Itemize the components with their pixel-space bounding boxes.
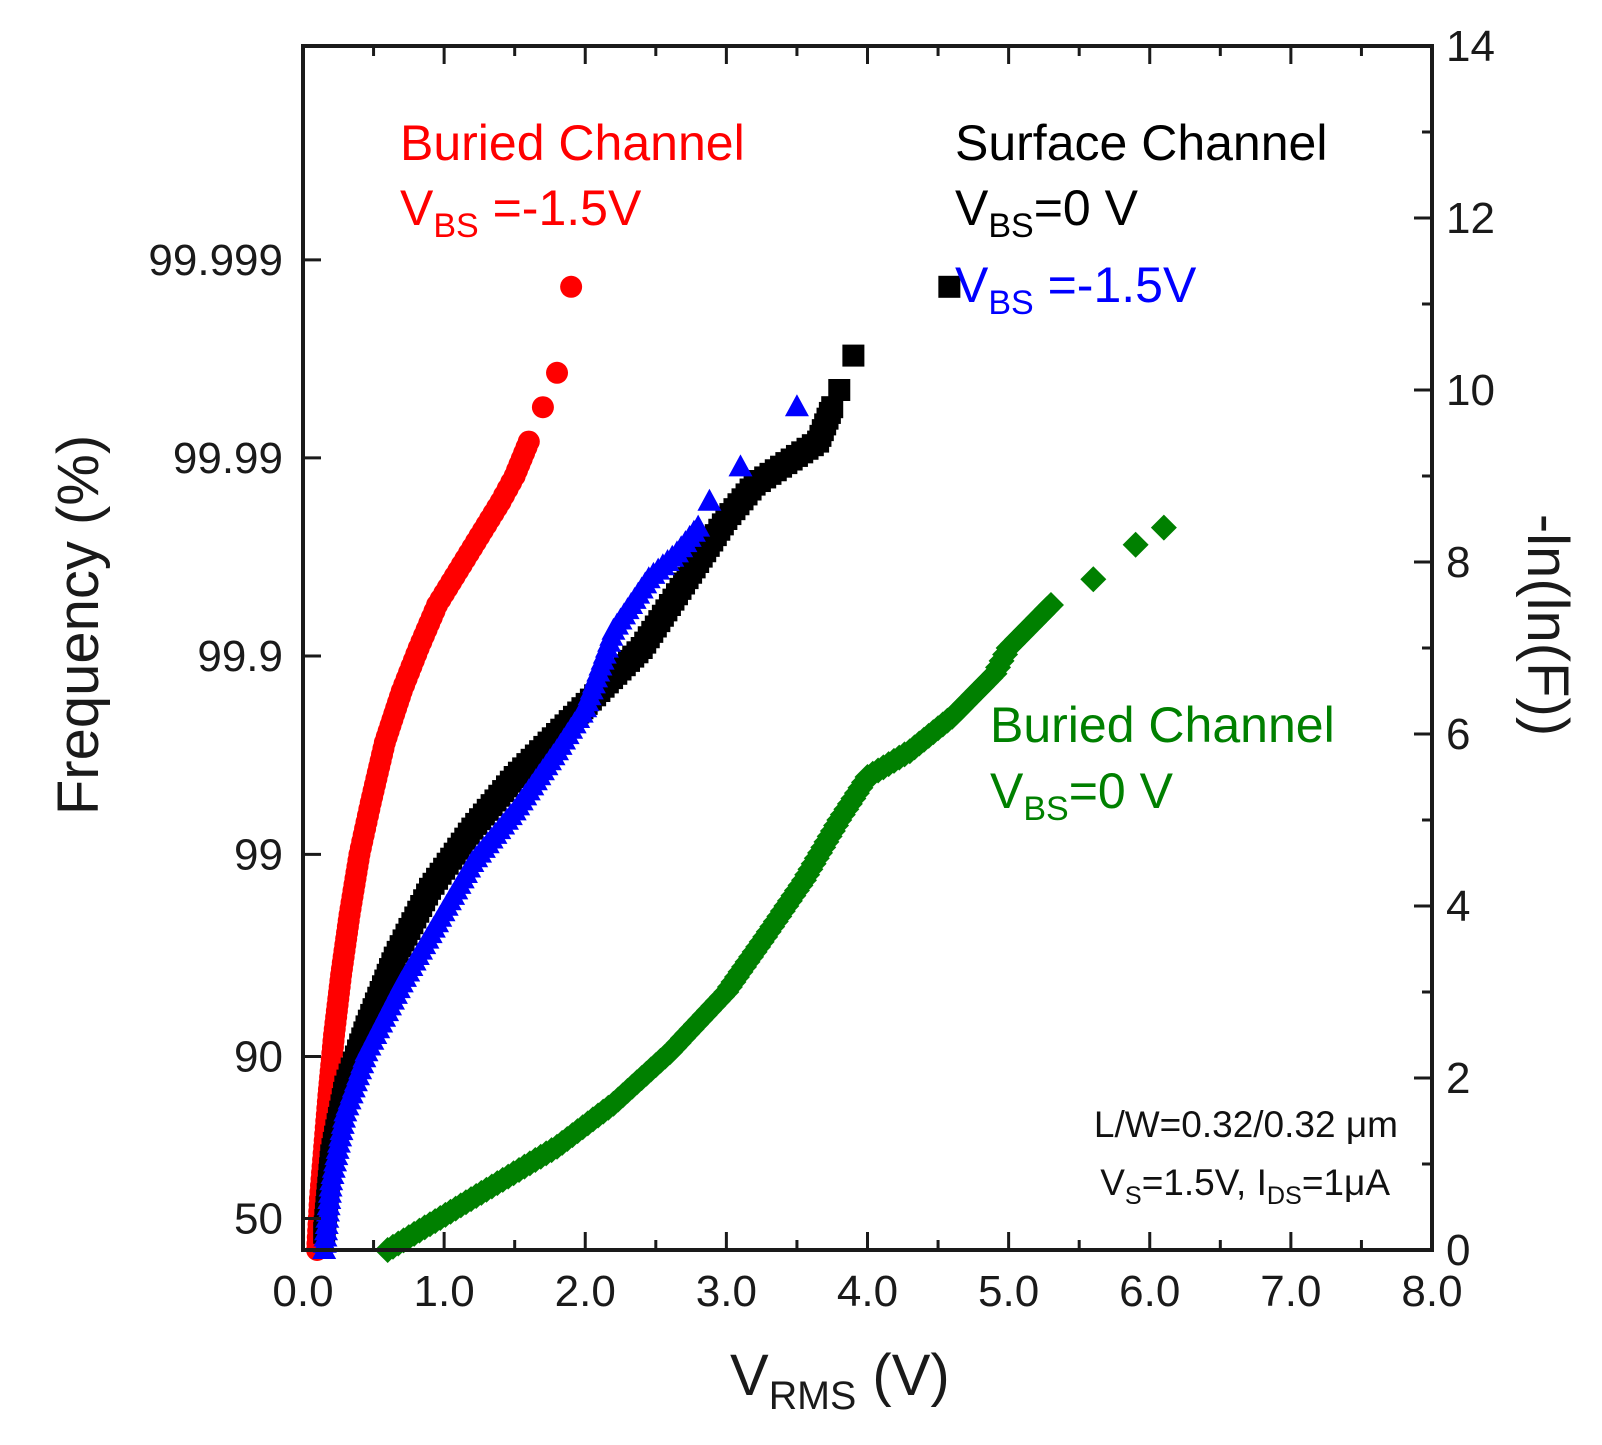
x-tick-label: 2.0 bbox=[555, 1267, 616, 1316]
data-point bbox=[828, 379, 851, 401]
data-point bbox=[546, 361, 569, 384]
data-point bbox=[686, 514, 711, 537]
x-axis-title-sub: RMS bbox=[769, 1374, 857, 1418]
y-left-tick-label: 99.999 bbox=[148, 236, 283, 285]
y-right-tick-label: 12 bbox=[1446, 194, 1495, 243]
y-left-tick-label: 99.99 bbox=[173, 434, 283, 483]
data-point bbox=[531, 396, 554, 419]
annotation-conditions: L/W=0.32/0.32 μm VS=1.5V, IDS=1μA bbox=[1094, 1104, 1398, 1210]
x-tick-label: 8.0 bbox=[1401, 1267, 1462, 1316]
y-left-tick-label: 99 bbox=[234, 830, 283, 879]
annotation-buried-zero: Buried Channel VBS=0 V bbox=[990, 697, 1335, 828]
y-left-tick-label: 90 bbox=[234, 1032, 283, 1081]
data-point bbox=[938, 275, 961, 298]
series-square bbox=[313, 275, 961, 1244]
y-right-tick-label: 6 bbox=[1446, 710, 1470, 759]
data-point bbox=[784, 394, 809, 417]
data-point bbox=[1122, 531, 1149, 558]
annotation-surface: Surface Channel VBS=0 V VBS =-1.5V bbox=[955, 115, 1327, 322]
data-point bbox=[697, 488, 722, 511]
series-layer bbox=[306, 275, 1177, 1263]
data-point bbox=[517, 430, 540, 453]
x-tick-label: 0.0 bbox=[272, 1267, 333, 1316]
y-right-tick-label: 10 bbox=[1446, 366, 1495, 415]
annotation-surface-title: Surface Channel bbox=[955, 115, 1327, 171]
data-point bbox=[1080, 566, 1107, 593]
x-tick-label: 3.0 bbox=[696, 1267, 757, 1316]
annotation-buried-neg: Buried Channel VBS =-1.5V bbox=[400, 115, 745, 245]
x-axis-title: VRMS (V) bbox=[730, 1343, 950, 1418]
y-right-tick-label: 4 bbox=[1446, 882, 1470, 931]
x-axis-title-main: V bbox=[730, 1343, 769, 1408]
y-left-tick-label: 50 bbox=[234, 1194, 283, 1243]
labels-layer: 0.0 1.0 2.0 3.0 4.0 5.0 6.0 7.0 8.00 2 4 6 8 10 12 14 50… bbox=[148, 22, 1495, 1316]
data-point bbox=[560, 275, 583, 298]
annotation-buried-zero-title: Buried Channel bbox=[990, 697, 1335, 753]
y-left-tick-label: 99.9 bbox=[197, 632, 283, 681]
x-tick-label: 5.0 bbox=[978, 1267, 1039, 1316]
annotation-buried-neg-title: Buried Channel bbox=[400, 115, 745, 171]
annotation-surface-neg-vbs: VBS =-1.5V bbox=[955, 257, 1197, 322]
data-point bbox=[842, 344, 865, 367]
data-point bbox=[1037, 592, 1064, 618]
annotation-buried-zero-vbs: VBS=0 V bbox=[990, 763, 1174, 828]
annotation-conditions-bias: VS=1.5V, IDS=1μA bbox=[1100, 1162, 1390, 1210]
y-right-tick-label: 8 bbox=[1446, 538, 1470, 587]
x-tick-label: 1.0 bbox=[414, 1267, 475, 1316]
series-triangle bbox=[312, 394, 809, 1259]
data-point bbox=[821, 396, 844, 419]
y-right-tick-label: 14 bbox=[1446, 22, 1495, 71]
data-point bbox=[728, 454, 753, 477]
ticks-layer bbox=[301, 44, 1434, 1252]
y-right-tick-label: 2 bbox=[1446, 1054, 1470, 1103]
x-tick-label: 7.0 bbox=[1260, 1267, 1321, 1316]
annotation-conditions-size: L/W=0.32/0.32 μm bbox=[1094, 1104, 1398, 1145]
x-tick-label: 6.0 bbox=[1119, 1267, 1180, 1316]
x-tick-label: 4.0 bbox=[837, 1267, 898, 1316]
data-point bbox=[1150, 514, 1177, 541]
x-axis-title-unit: (V) bbox=[856, 1343, 949, 1408]
y-right-tick-label: 0 bbox=[1446, 1226, 1470, 1275]
y-axis-title-right: -ln(ln(F)) bbox=[1515, 514, 1580, 736]
y-axis-title-left: Frequency (%) bbox=[46, 435, 111, 815]
series-diamond bbox=[374, 514, 1177, 1263]
annotation-surface-vbs: VBS=0 V bbox=[955, 180, 1139, 245]
annotation-buried-neg-vbs: VBS =-1.5V bbox=[400, 180, 642, 245]
